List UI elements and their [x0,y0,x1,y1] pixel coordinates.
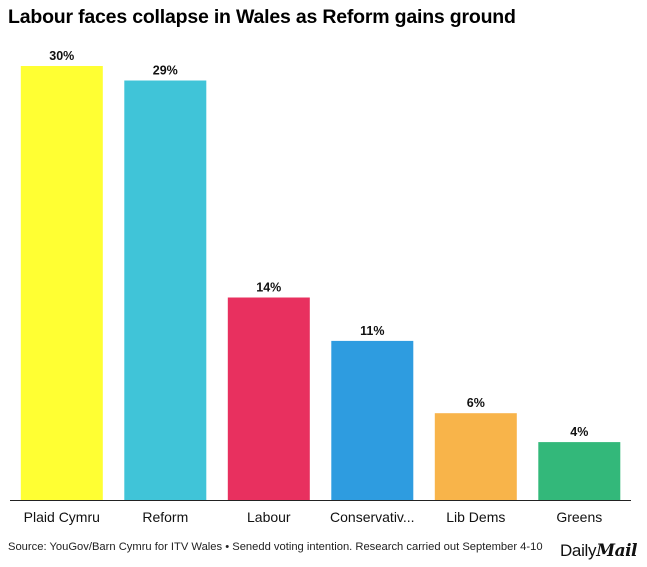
category-label-5: Greens [556,509,602,525]
bar-3 [331,340,414,500]
category-label-3: Conservativ... [330,509,415,525]
category-labels-group: Plaid Cymru Reform Labour Conservativ... Lib… [24,509,603,525]
logo-mail-text: Mail [596,541,637,561]
value-label-3: 11% [360,324,384,338]
category-label-1: Reform [142,509,188,525]
source-note: Source: YouGov/Barn Cymru for ITV Wales … [8,541,543,553]
category-label-0: Plaid Cymru [24,509,100,525]
value-labels-group: 30% 29% 14% 11% 6% 4% [49,49,588,439]
daily-mail-logo: DailyMail [559,541,638,561]
category-label-2: Labour [247,509,291,525]
value-label-0: 30% [49,49,74,63]
bar-5 [538,442,621,500]
category-label-4: Lib Dems [446,509,505,525]
bars-group [20,66,621,500]
value-label-1: 29% [153,64,178,78]
chart-title: Labour faces collapse in Wales as Reform… [8,6,516,28]
value-label-2: 14% [256,281,281,295]
logo-daily-text: Daily [559,541,597,560]
bar-2 [227,297,310,500]
bar-1 [124,80,207,500]
bar-0 [20,66,103,500]
value-label-5: 4% [570,425,588,439]
value-label-4: 6% [467,396,485,410]
bar-4 [434,413,517,500]
